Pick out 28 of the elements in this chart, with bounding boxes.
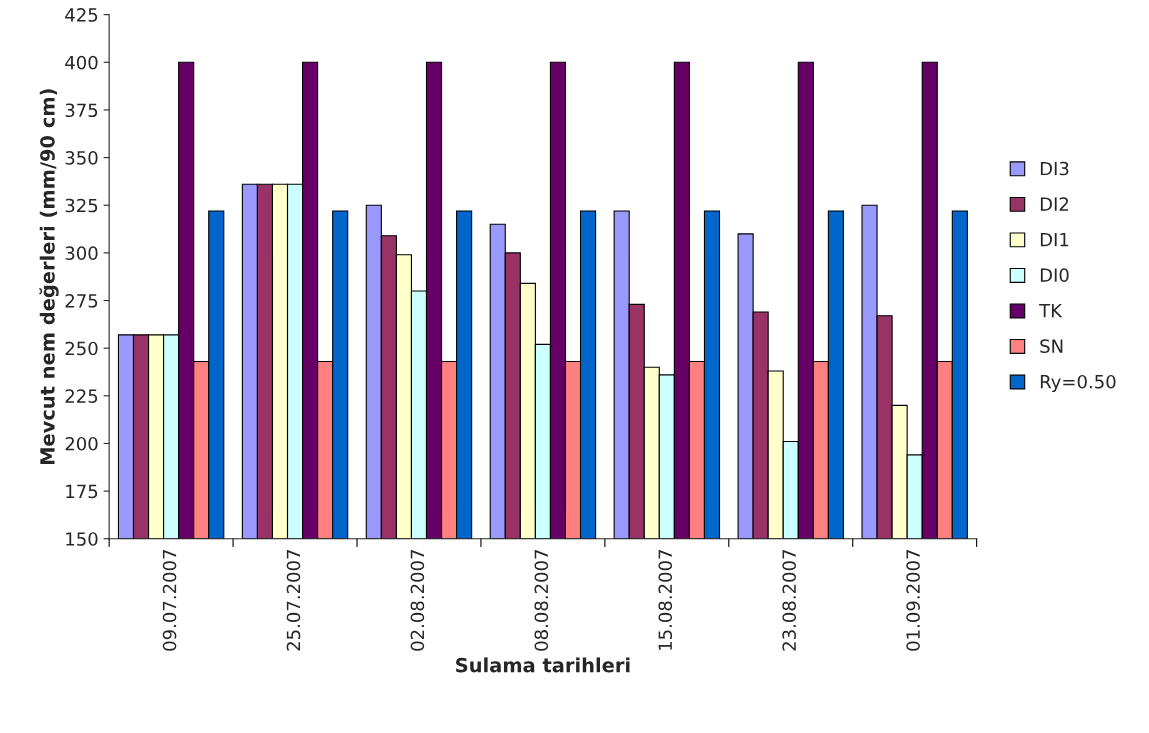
y-tick-label: 275	[65, 293, 98, 308]
x-tick-label: 23.08.2007	[782, 550, 796, 651]
y-tick-label: 250	[65, 341, 98, 356]
x-tick-label: 01.09.2007	[906, 550, 920, 651]
legend-label: DI2	[1040, 197, 1069, 211]
legend-label: DI3	[1040, 161, 1069, 176]
x-tick-label: 15.08.2007	[658, 550, 673, 650]
y-tick-label: 325	[65, 198, 98, 213]
y-tick-label: 200	[65, 436, 98, 451]
legend-label: DI1	[1040, 233, 1069, 247]
y-tick-label: 400	[65, 55, 98, 70]
x-tick-label: 09.07.2007	[162, 550, 177, 651]
x-tick-label: 08.08.2007	[534, 550, 549, 651]
x-tick-label: 02.08.2007	[410, 550, 425, 651]
x-tick-label: 25.07.2007	[286, 550, 301, 651]
y-tick-label: 425	[65, 8, 98, 22]
x-axis-title: Sulama tarihleri	[456, 657, 630, 673]
y-tick-label: 175	[66, 484, 98, 499]
y-tick-label: 300	[65, 246, 98, 260]
y-tick-label: 375	[65, 103, 98, 118]
legend-label: TK	[1039, 304, 1063, 318]
y-tick-label: 150	[66, 532, 98, 546]
legend-label: Ry=0.50	[1040, 374, 1116, 393]
y-tick-label: 350	[65, 151, 98, 165]
legend-label: SN	[1040, 339, 1063, 354]
legend-label: DI0	[1040, 268, 1069, 282]
y-axis-title: Mevcut nem değerleri (mm/90 cm)	[39, 89, 59, 465]
y-tick-label: 225	[65, 389, 98, 403]
